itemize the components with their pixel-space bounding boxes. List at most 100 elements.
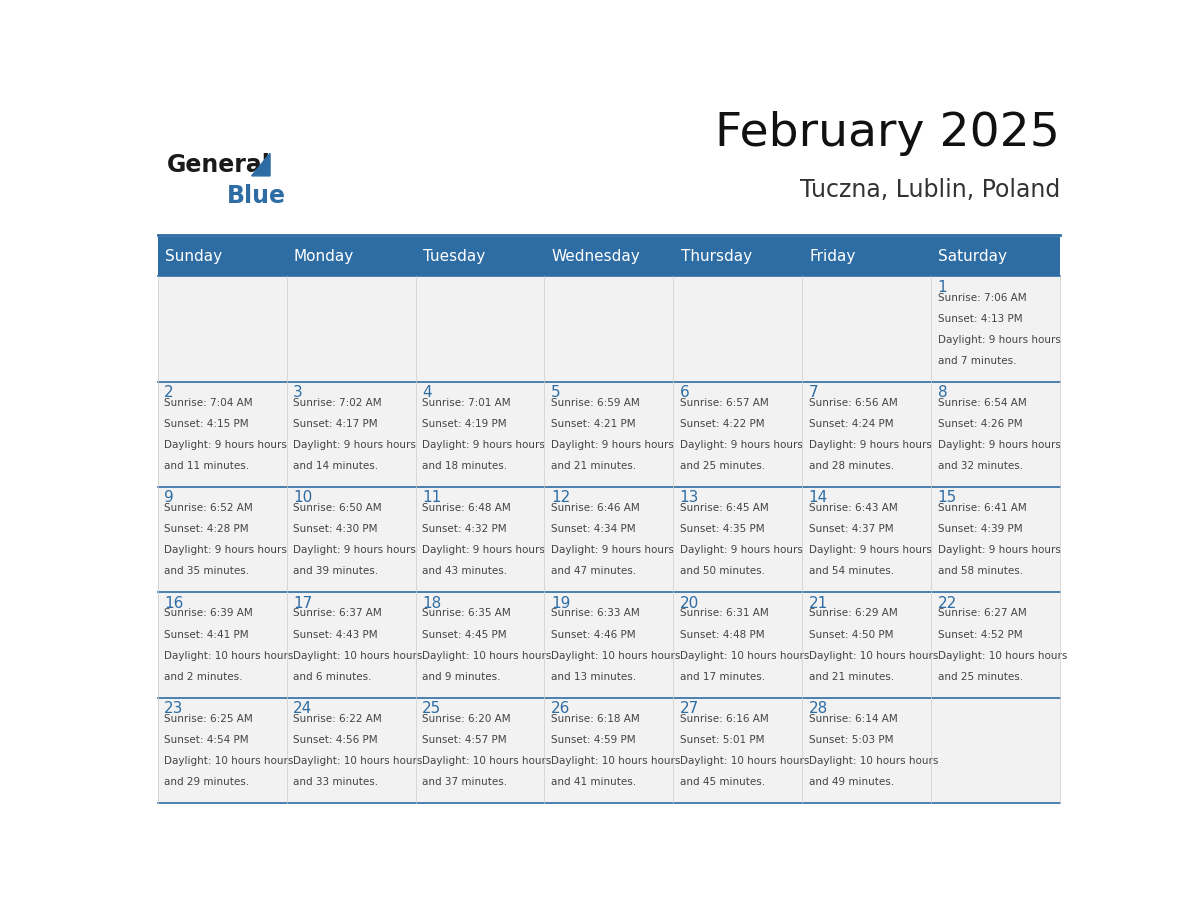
- Text: Sunrise: 6:31 AM: Sunrise: 6:31 AM: [680, 609, 769, 619]
- Text: Daylight: 9 hours hours: Daylight: 9 hours hours: [293, 440, 416, 450]
- Text: Thursday: Thursday: [681, 250, 752, 264]
- Bar: [544, 698, 674, 803]
- Text: Sunrise: 6:43 AM: Sunrise: 6:43 AM: [809, 503, 897, 513]
- Text: and 13 minutes.: and 13 minutes.: [551, 672, 636, 681]
- Text: Sunrise: 6:33 AM: Sunrise: 6:33 AM: [551, 609, 639, 619]
- Text: and 33 minutes.: and 33 minutes.: [293, 777, 378, 787]
- Text: Daylight: 10 hours hours: Daylight: 10 hours hours: [422, 651, 551, 661]
- Text: and 2 minutes.: and 2 minutes.: [164, 672, 242, 681]
- Text: Sunrise: 7:06 AM: Sunrise: 7:06 AM: [937, 293, 1026, 303]
- Text: Sunrise: 6:45 AM: Sunrise: 6:45 AM: [680, 503, 769, 513]
- Text: and 9 minutes.: and 9 minutes.: [422, 672, 500, 681]
- Text: and 6 minutes.: and 6 minutes.: [293, 672, 372, 681]
- Text: February 2025: February 2025: [715, 111, 1060, 156]
- Text: Daylight: 9 hours hours: Daylight: 9 hours hours: [422, 545, 545, 555]
- Text: General: General: [166, 153, 271, 177]
- Bar: [416, 276, 544, 382]
- Text: Sunset: 4:13 PM: Sunset: 4:13 PM: [937, 314, 1022, 323]
- Text: Sunrise: 7:04 AM: Sunrise: 7:04 AM: [164, 397, 253, 408]
- Text: Sunset: 4:15 PM: Sunset: 4:15 PM: [164, 419, 248, 429]
- Text: Daylight: 10 hours hours: Daylight: 10 hours hours: [937, 651, 1067, 661]
- Bar: [416, 487, 544, 592]
- Text: Sunrise: 6:18 AM: Sunrise: 6:18 AM: [551, 714, 639, 723]
- Text: Sunrise: 6:46 AM: Sunrise: 6:46 AM: [551, 503, 639, 513]
- Text: Sunset: 5:01 PM: Sunset: 5:01 PM: [680, 734, 764, 744]
- Text: Sunset: 4:35 PM: Sunset: 4:35 PM: [680, 524, 764, 534]
- Text: 20: 20: [680, 596, 699, 610]
- Text: Wednesday: Wednesday: [551, 250, 640, 264]
- Text: and 11 minutes.: and 11 minutes.: [164, 461, 249, 471]
- Text: Sunset: 4:26 PM: Sunset: 4:26 PM: [937, 419, 1022, 429]
- Text: Sunset: 4:32 PM: Sunset: 4:32 PM: [422, 524, 506, 534]
- Text: Sunset: 4:48 PM: Sunset: 4:48 PM: [680, 630, 764, 640]
- Text: Daylight: 9 hours hours: Daylight: 9 hours hours: [937, 440, 1061, 450]
- Text: and 43 minutes.: and 43 minutes.: [422, 566, 507, 577]
- Bar: [674, 487, 802, 592]
- Text: Daylight: 9 hours hours: Daylight: 9 hours hours: [937, 334, 1061, 344]
- Text: Daylight: 9 hours hours: Daylight: 9 hours hours: [164, 440, 287, 450]
- Text: 4: 4: [422, 386, 431, 400]
- Text: Sunrise: 6:16 AM: Sunrise: 6:16 AM: [680, 714, 769, 723]
- Bar: [158, 382, 286, 487]
- Bar: [286, 276, 416, 382]
- Text: Sunrise: 6:41 AM: Sunrise: 6:41 AM: [937, 503, 1026, 513]
- Bar: [802, 487, 931, 592]
- Bar: [802, 382, 931, 487]
- Text: and 28 minutes.: and 28 minutes.: [809, 461, 893, 471]
- Text: Sunrise: 6:54 AM: Sunrise: 6:54 AM: [937, 397, 1026, 408]
- Bar: [158, 487, 286, 592]
- Text: 5: 5: [551, 386, 561, 400]
- Text: Sunrise: 6:27 AM: Sunrise: 6:27 AM: [937, 609, 1026, 619]
- Text: Daylight: 9 hours hours: Daylight: 9 hours hours: [551, 545, 674, 555]
- Bar: [674, 276, 802, 382]
- Bar: [931, 592, 1060, 698]
- Bar: [286, 487, 416, 592]
- Text: Tuesday: Tuesday: [423, 250, 485, 264]
- Bar: [416, 592, 544, 698]
- Text: and 7 minutes.: and 7 minutes.: [937, 355, 1016, 365]
- Text: Sunset: 4:45 PM: Sunset: 4:45 PM: [422, 630, 506, 640]
- Text: and 47 minutes.: and 47 minutes.: [551, 566, 636, 577]
- Polygon shape: [252, 153, 270, 176]
- Text: 28: 28: [809, 701, 828, 716]
- Bar: [802, 698, 931, 803]
- Bar: [286, 382, 416, 487]
- Text: 3: 3: [293, 386, 303, 400]
- Text: Daylight: 9 hours hours: Daylight: 9 hours hours: [164, 545, 287, 555]
- Text: Sunset: 4:50 PM: Sunset: 4:50 PM: [809, 630, 893, 640]
- Text: and 50 minutes.: and 50 minutes.: [680, 566, 765, 577]
- Text: 11: 11: [422, 490, 441, 506]
- Bar: [158, 698, 286, 803]
- Text: 21: 21: [809, 596, 828, 610]
- Text: Daylight: 9 hours hours: Daylight: 9 hours hours: [293, 545, 416, 555]
- Text: Daylight: 9 hours hours: Daylight: 9 hours hours: [809, 545, 931, 555]
- Bar: [286, 698, 416, 803]
- Text: 19: 19: [551, 596, 570, 610]
- Text: Sunrise: 6:48 AM: Sunrise: 6:48 AM: [422, 503, 511, 513]
- Text: Sunset: 4:57 PM: Sunset: 4:57 PM: [422, 734, 506, 744]
- Text: Daylight: 10 hours hours: Daylight: 10 hours hours: [293, 756, 423, 766]
- Text: Blue: Blue: [227, 184, 286, 207]
- Text: Sunrise: 6:29 AM: Sunrise: 6:29 AM: [809, 609, 897, 619]
- Text: Sunrise: 6:20 AM: Sunrise: 6:20 AM: [422, 714, 511, 723]
- Text: and 39 minutes.: and 39 minutes.: [293, 566, 378, 577]
- Text: Sunrise: 6:37 AM: Sunrise: 6:37 AM: [293, 609, 381, 619]
- Text: 1: 1: [937, 280, 947, 295]
- Text: Sunset: 4:54 PM: Sunset: 4:54 PM: [164, 734, 248, 744]
- Bar: [931, 276, 1060, 382]
- Text: 14: 14: [809, 490, 828, 506]
- Text: Sunset: 4:17 PM: Sunset: 4:17 PM: [293, 419, 378, 429]
- Text: Sunset: 4:39 PM: Sunset: 4:39 PM: [937, 524, 1022, 534]
- Text: and 25 minutes.: and 25 minutes.: [680, 461, 765, 471]
- Text: 13: 13: [680, 490, 699, 506]
- Text: Sunset: 4:28 PM: Sunset: 4:28 PM: [164, 524, 248, 534]
- Bar: [544, 382, 674, 487]
- Text: Daylight: 10 hours hours: Daylight: 10 hours hours: [680, 651, 809, 661]
- Text: Sunrise: 6:39 AM: Sunrise: 6:39 AM: [164, 609, 253, 619]
- Text: Daylight: 9 hours hours: Daylight: 9 hours hours: [680, 440, 803, 450]
- Text: and 17 minutes.: and 17 minutes.: [680, 672, 765, 681]
- Bar: [674, 592, 802, 698]
- Text: and 14 minutes.: and 14 minutes.: [293, 461, 378, 471]
- Text: 15: 15: [937, 490, 956, 506]
- Text: 8: 8: [937, 386, 947, 400]
